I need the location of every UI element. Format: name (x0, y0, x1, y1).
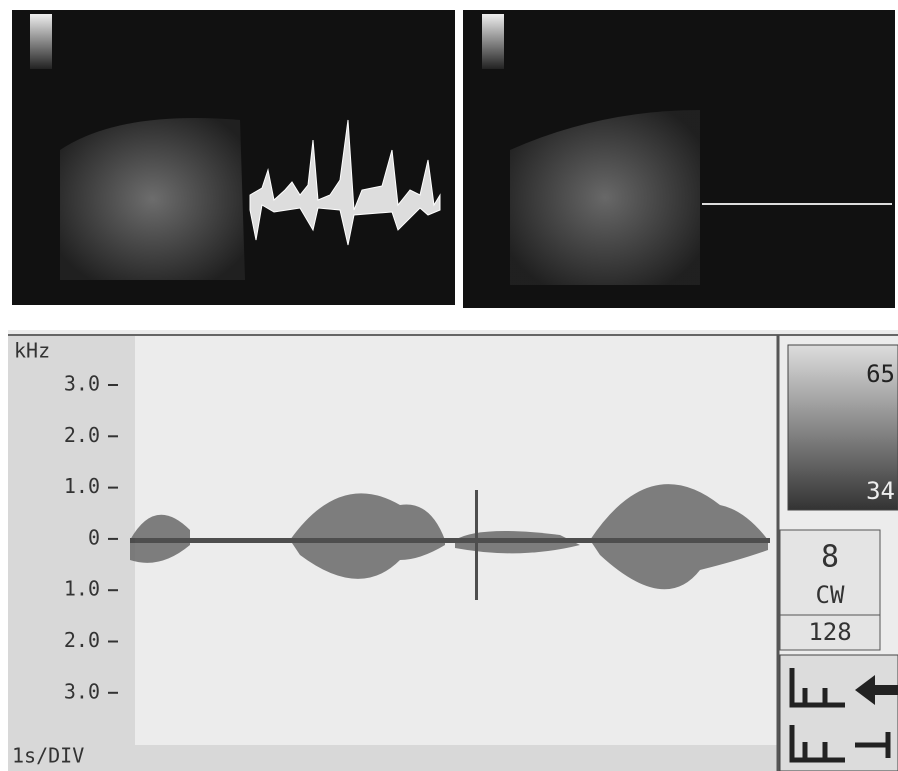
gain-value: 8 (821, 540, 839, 575)
scale-top: 65 (866, 360, 895, 388)
sidebar: 65 34 8 CW 128 (780, 345, 898, 771)
tick-label: 1.0 (64, 474, 100, 498)
tick-label: 3.0 (64, 372, 100, 396)
right-ultrasound-panel (463, 10, 895, 308)
tick-label: 2.0 (64, 628, 100, 652)
unit-label: kHz (14, 339, 50, 363)
left-ultrasound-panel (12, 10, 455, 305)
doppler-screenshot: 3.0 2.0 1.0 0 1.0 2.0 3.0 kHz 1s/DIV 65 34 8 C… (0, 0, 898, 771)
time-scale-label: 1s/DIV (12, 744, 84, 768)
scale-bottom: 34 (866, 477, 895, 505)
spectral-display: 3.0 2.0 1.0 0 1.0 2.0 3.0 kHz 1s/DIV (8, 330, 898, 771)
depth-value: 128 (808, 618, 851, 646)
mode-label: CW (816, 581, 845, 609)
tick-label: 0 (88, 525, 100, 549)
tick-label: 1.0 (64, 577, 100, 601)
tick-label: 2.0 (64, 423, 100, 447)
tick-label: 3.0 (64, 679, 100, 703)
